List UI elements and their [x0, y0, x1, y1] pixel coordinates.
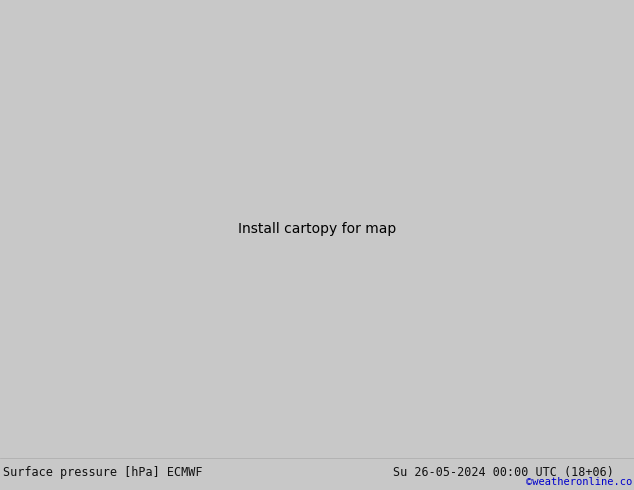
Text: ©weatheronline.co.uk: ©weatheronline.co.uk	[526, 477, 634, 487]
Text: Surface pressure [hPa] ECMWF: Surface pressure [hPa] ECMWF	[3, 466, 203, 479]
Text: Su 26-05-2024 00:00 UTC (18+06): Su 26-05-2024 00:00 UTC (18+06)	[393, 466, 614, 479]
Text: Install cartopy for map: Install cartopy for map	[238, 222, 396, 236]
